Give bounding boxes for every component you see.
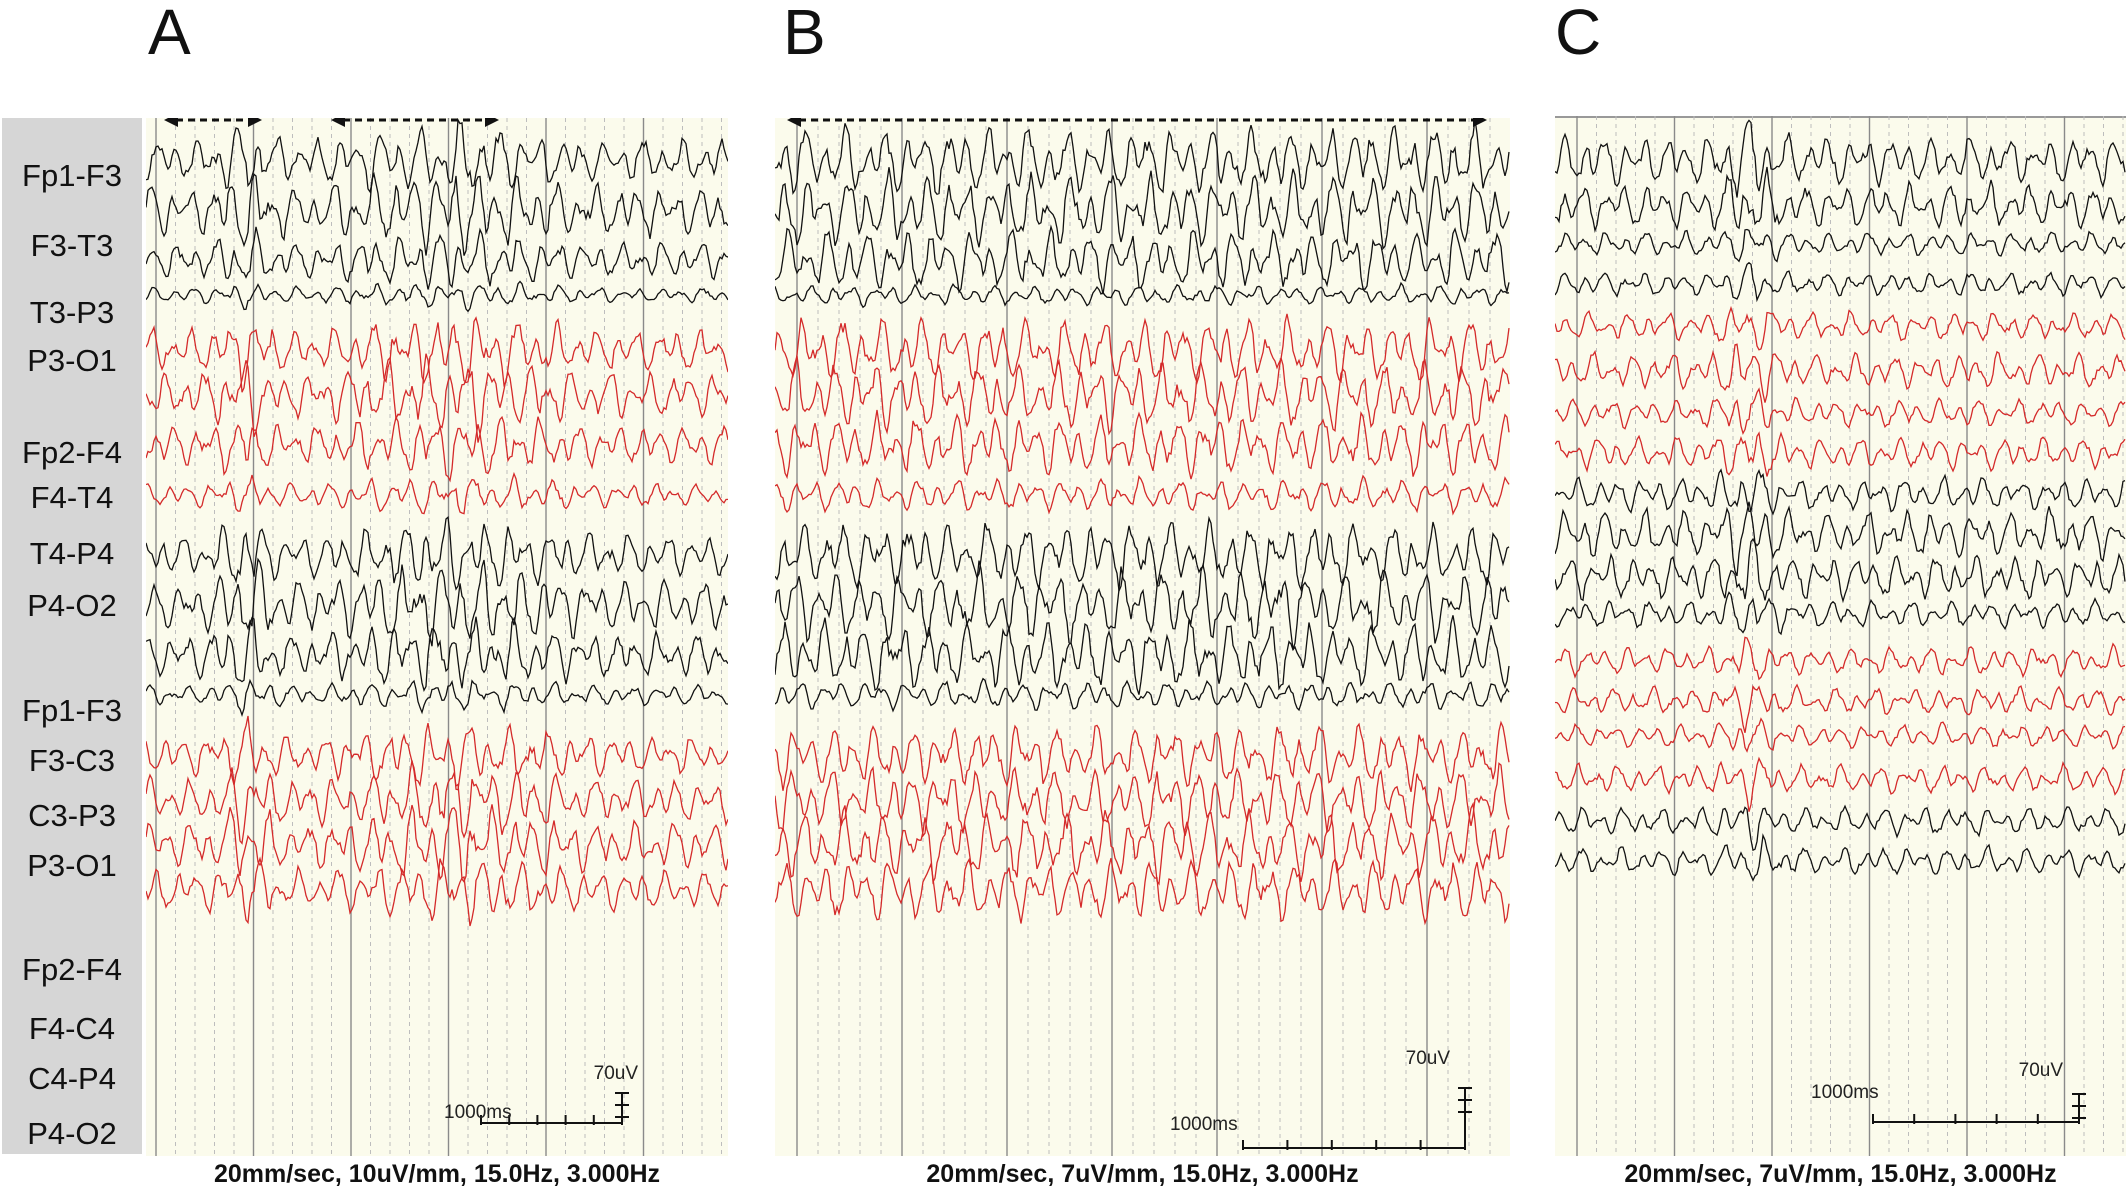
eeg-trace	[1555, 537, 2126, 604]
channel-label: P4-O2	[27, 588, 117, 623]
eeg-trace	[146, 415, 728, 483]
channel-label: F4-C4	[28, 1011, 116, 1046]
arrowhead	[485, 118, 499, 127]
channel-label: P4-O2	[27, 1116, 117, 1151]
eeg-trace	[1555, 431, 2126, 477]
eeg-trace	[775, 560, 1510, 650]
eeg-trace	[146, 678, 728, 717]
eeg-trace	[1555, 683, 2126, 733]
eeg-trace	[1555, 166, 2126, 234]
time-scale-label: 1000ms	[1170, 1114, 1238, 1135]
eeg-trace	[775, 801, 1510, 886]
channel-label: F3-C3	[28, 743, 116, 778]
trace-background	[1555, 116, 2126, 1156]
eeg-trace	[146, 760, 728, 845]
eeg-trace	[146, 856, 728, 927]
panel-letter-a: A	[148, 0, 191, 68]
eeg-trace	[1555, 636, 2126, 681]
eeg-trace	[775, 720, 1510, 793]
channel-label: Fp2-F4	[22, 952, 122, 987]
channel-label: Fp2-F4	[22, 435, 122, 470]
caption-a: 20mm/sec, 10uV/mm, 15.0Hz, 3.000Hz	[213, 1160, 661, 1188]
eeg-trace	[146, 118, 728, 194]
eeg-trace	[1555, 261, 2126, 303]
time-scale-label: 1000ms	[1811, 1082, 1879, 1103]
eeg-trace	[1555, 591, 2126, 636]
channel-label: T3-P3	[29, 295, 115, 330]
channel-label: Fp1-F3	[22, 693, 122, 728]
eeg-trace	[1555, 833, 2126, 882]
eeg-trace	[146, 557, 728, 647]
channel-label: F3-T3	[30, 228, 114, 263]
panel-letter-c: C	[1555, 0, 1602, 68]
channel-label: P3-O1	[27, 343, 117, 378]
eeg-trace	[146, 280, 728, 313]
arrowhead	[164, 118, 178, 127]
time-scale-label: 1000ms	[444, 1102, 512, 1123]
eeg-trace	[775, 224, 1510, 295]
eeg-trace	[775, 355, 1510, 436]
trace-background	[775, 118, 1510, 1156]
eeg-panel-b: 70uV 1000ms	[775, 118, 1510, 1156]
channel-label: P3-O1	[27, 848, 117, 883]
eeg-trace	[146, 316, 728, 393]
eeg-trace	[775, 762, 1510, 838]
eeg-trace	[775, 677, 1510, 713]
arrowhead	[331, 118, 345, 127]
eeg-trace	[775, 615, 1510, 695]
eeg-trace	[146, 715, 728, 791]
channel-label: T4-P4	[29, 536, 115, 571]
eeg-trace	[1555, 501, 2126, 577]
amplitude-scale-label: 70uV	[594, 1063, 639, 1084]
eeg-trace	[1555, 387, 2126, 436]
channel-label: C3-P3	[28, 798, 116, 833]
channel-label: Fp1-F3	[22, 158, 122, 193]
eeg-trace	[1555, 305, 2126, 351]
eeg-trace	[1555, 119, 2126, 198]
eeg-trace	[146, 804, 728, 884]
eeg-trace	[775, 118, 1510, 195]
eeg-trace	[1555, 343, 2126, 403]
eeg-trace	[146, 516, 728, 591]
caption-b: 20mm/sec, 7uV/mm, 15.0Hz, 3.000Hz	[926, 1160, 1359, 1188]
eeg-trace	[1555, 468, 2126, 516]
eeg-trace	[146, 471, 728, 515]
eeg-panel-a: 70uV 1000ms	[146, 118, 728, 1156]
eeg-trace	[1555, 717, 2126, 753]
eeg-trace	[146, 171, 728, 256]
eeg-trace	[146, 226, 728, 290]
eeg-trace	[1555, 756, 2126, 812]
eeg-trace	[1555, 804, 2126, 852]
channel-label: C4-P4	[28, 1061, 116, 1096]
eeg-trace	[775, 281, 1510, 309]
amplitude-scale-label: 70uV	[1406, 1048, 1451, 1069]
eeg-trace	[775, 474, 1510, 516]
channel-label-strip: Fp1-F3 F3-T3 T3-P3 P3-O1 Fp2-F4 F4-T4 T4…	[2, 118, 142, 1154]
caption-c: 20mm/sec, 7uV/mm, 15.0Hz, 3.000Hz	[1624, 1160, 2057, 1188]
eeg-trace	[775, 515, 1510, 594]
arrowhead	[1473, 118, 1487, 127]
panel-letter-b: B	[783, 0, 826, 68]
eeg-panel-c: 70uV 1000ms	[1555, 116, 2126, 1156]
eeg-trace	[775, 167, 1510, 251]
eeg-trace	[775, 313, 1510, 385]
eeg-trace	[1555, 228, 2126, 263]
arrowhead	[787, 118, 801, 127]
eeg-trace	[146, 616, 728, 692]
eeg-trace	[146, 353, 728, 443]
eeg-trace	[775, 857, 1510, 926]
channel-label: F4-T4	[30, 480, 114, 515]
arrowhead	[248, 118, 262, 127]
amplitude-scale-label: 70uV	[2019, 1060, 2064, 1081]
eeg-trace	[775, 409, 1510, 480]
